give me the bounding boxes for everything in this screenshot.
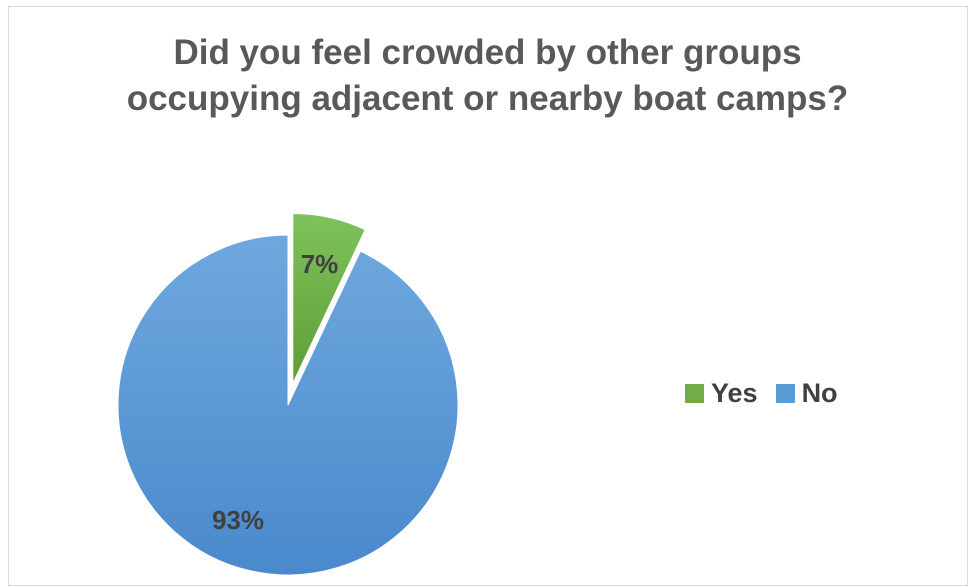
legend-swatch-no [775, 384, 795, 403]
legend-item-yes: Yes [685, 378, 758, 409]
chart-title-line-2: occupying adjacent or nearby boat camps? [126, 79, 849, 118]
legend-label-yes: Yes [711, 378, 758, 408]
pie-slices [117, 213, 459, 576]
legend-item-no: No [775, 378, 838, 409]
pie-slice-yes [292, 213, 366, 384]
legend-label-no: No [801, 378, 838, 408]
chart-legend: Yes No [685, 378, 856, 409]
data-label-no: 93% [212, 505, 264, 535]
chart-title: Did you feel crowded by other groups occ… [0, 30, 975, 122]
pie-data-labels: 7% 93% [212, 249, 338, 535]
pie-slice-no [117, 234, 459, 576]
data-label-yes: 7% [301, 249, 339, 279]
legend-swatch-yes [685, 384, 704, 403]
chart-title-line-1: Did you feel crowded by other groups [173, 33, 802, 72]
